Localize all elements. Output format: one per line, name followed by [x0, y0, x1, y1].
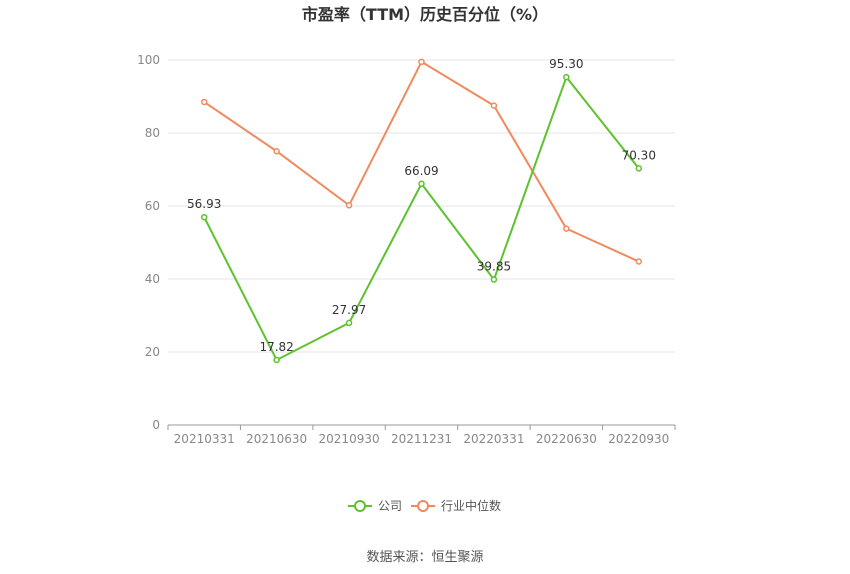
legend-label: 行业中位数	[441, 498, 501, 513]
data-label: 39.85	[477, 260, 511, 274]
chart-title: 市盈率（TTM）历史百分位（%）	[302, 5, 548, 24]
y-tick-label-20: 20	[145, 345, 160, 359]
legend-label: 公司	[378, 499, 402, 513]
series-point-1[interactable]	[418, 58, 425, 66]
y-axis: 0 20 40 60 80 100	[137, 53, 160, 432]
series-point-0[interactable]	[635, 165, 643, 172]
grid	[168, 59, 675, 353]
series-point-0[interactable]	[490, 276, 498, 283]
series-point-0[interactable]	[345, 319, 353, 327]
series-point-1[interactable]	[345, 202, 353, 209]
x-tick-label-20210331: 20210331	[174, 432, 235, 446]
x-axis: 20210331 20210630 20210930 20211231 20220331…	[167, 424, 676, 446]
legend-swatch-marker	[417, 500, 429, 512]
x-tick-label-20220930: 20220930	[608, 432, 669, 446]
series-point-1[interactable]	[273, 148, 280, 155]
data-label: 56.93	[187, 197, 221, 211]
series-line-1	[203, 60, 640, 263]
x-tick-label-20210930: 20210930	[319, 432, 380, 446]
data-label: 66.09	[404, 164, 438, 178]
legend-item-0[interactable]: 公司	[348, 499, 402, 513]
series-point-1[interactable]	[200, 98, 208, 106]
series-point-1[interactable]	[563, 225, 570, 232]
series-point-1[interactable]	[635, 258, 643, 265]
y-tick-label-100: 100	[137, 53, 160, 67]
y-tick-label-40: 40	[145, 272, 160, 286]
legend[interactable]: 公司 行业中位数	[348, 498, 501, 513]
series-0: 56.93 17.82 27.97 66.09 39.85 95.30 70.30	[187, 57, 656, 364]
y-tick-label-60: 60	[145, 199, 160, 213]
x-tick-label-20210630: 20210630	[246, 432, 307, 446]
x-tick-label-20220331: 20220331	[463, 432, 524, 446]
data-label: 27.97	[332, 303, 366, 317]
data-label: 70.30	[622, 148, 656, 162]
legend-swatch-marker	[354, 500, 366, 512]
y-tick-label-0: 0	[152, 418, 160, 432]
legend-item-1[interactable]: 行业中位数	[411, 498, 501, 513]
series-point-0[interactable]	[200, 213, 208, 221]
y-tick-label-80: 80	[145, 126, 160, 140]
x-tick-label-20211231: 20211231	[391, 432, 452, 446]
series-group: 56.93 17.82 27.97 66.09 39.85 95.30 70.30	[187, 57, 656, 364]
series-point-0[interactable]	[563, 73, 570, 81]
source-text: 数据来源：恒生聚源	[366, 550, 483, 565]
series-line-0	[203, 75, 640, 362]
x-tick-label-20220630: 20220630	[536, 432, 597, 446]
data-label: 95.30	[549, 57, 583, 71]
data-label: 17.82	[259, 340, 293, 354]
series-point-1[interactable]	[490, 102, 498, 109]
series-point-0[interactable]	[418, 180, 425, 188]
series-point-0[interactable]	[273, 356, 280, 364]
series-1	[200, 58, 643, 265]
